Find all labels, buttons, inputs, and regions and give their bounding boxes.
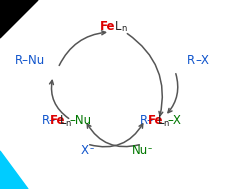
Text: n: n <box>65 119 70 128</box>
Text: X: X <box>81 145 89 157</box>
Text: Fe: Fe <box>100 19 115 33</box>
Text: Fe: Fe <box>50 115 66 128</box>
Polygon shape <box>0 151 28 189</box>
Text: n: n <box>163 119 168 128</box>
Text: n: n <box>121 24 126 33</box>
Text: R–Nu: R–Nu <box>15 54 45 67</box>
Text: R–: R– <box>42 115 56 128</box>
FancyArrowPatch shape <box>90 124 143 147</box>
Text: Fe: Fe <box>148 115 164 128</box>
Text: –X: –X <box>195 54 209 67</box>
Text: R–: R– <box>140 115 154 128</box>
FancyArrowPatch shape <box>87 124 139 147</box>
Text: Nu: Nu <box>132 145 148 157</box>
Text: L: L <box>60 115 67 128</box>
Text: –: – <box>148 145 152 153</box>
Text: R: R <box>187 54 195 67</box>
FancyArrowPatch shape <box>59 31 106 66</box>
Text: L: L <box>158 115 164 128</box>
FancyArrowPatch shape <box>127 34 163 116</box>
Text: L: L <box>115 19 122 33</box>
Polygon shape <box>0 0 38 38</box>
Text: –: – <box>90 145 94 153</box>
Text: –X: –X <box>167 115 181 128</box>
FancyArrowPatch shape <box>50 80 69 119</box>
Text: –Nu: –Nu <box>69 115 91 128</box>
FancyArrowPatch shape <box>168 74 178 113</box>
